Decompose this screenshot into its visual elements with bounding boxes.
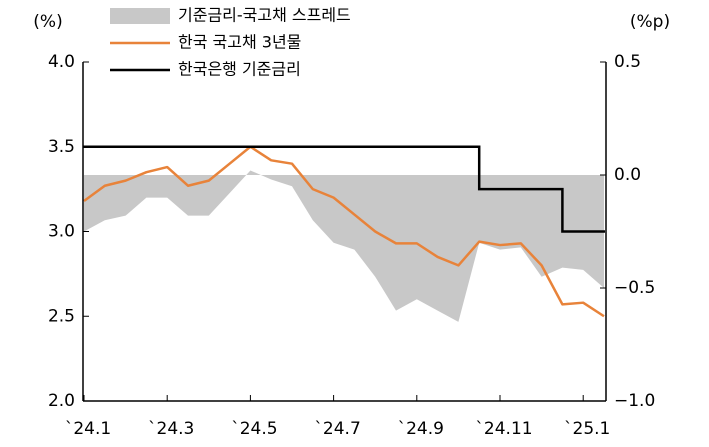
legend-label: 한국은행 기준금리 xyxy=(178,60,301,79)
y-tick-label: 2.0 xyxy=(48,391,75,411)
y2-tick-label: −0.5 xyxy=(614,278,655,298)
x-tick-label: `24.3 xyxy=(148,419,194,439)
legend-label: 한국 국고채 3년물 xyxy=(178,33,301,52)
y-tick-label: 2.5 xyxy=(48,306,75,326)
x-tick-label: `24.1 xyxy=(65,419,111,439)
x-tick-label: `24.5 xyxy=(231,419,277,439)
yield-line xyxy=(83,145,605,318)
y2-tick-label: −1.0 xyxy=(614,391,655,411)
x-tick-label: `24.7 xyxy=(314,419,360,439)
y2-tick-label: 0.0 xyxy=(614,165,641,185)
y-axis-unit: (%) xyxy=(33,12,62,32)
y2-tick-label: 0.5 xyxy=(614,52,641,72)
y-tick-label: 3.0 xyxy=(48,222,75,242)
legend-label: 기준금리-국고채 스프레드 xyxy=(178,6,351,25)
x-tick-label: `25.1 xyxy=(564,419,610,439)
y-tick-label: 4.0 xyxy=(48,52,75,72)
x-tick-label: `24.11 xyxy=(475,419,532,439)
legend-swatch xyxy=(110,8,170,24)
x-tick-label: `24.9 xyxy=(398,419,444,439)
spread-area xyxy=(84,170,604,322)
y-tick-label: 3.5 xyxy=(48,137,75,157)
base-rate-line xyxy=(83,145,605,233)
y2-axis-unit: (%p) xyxy=(630,12,670,32)
